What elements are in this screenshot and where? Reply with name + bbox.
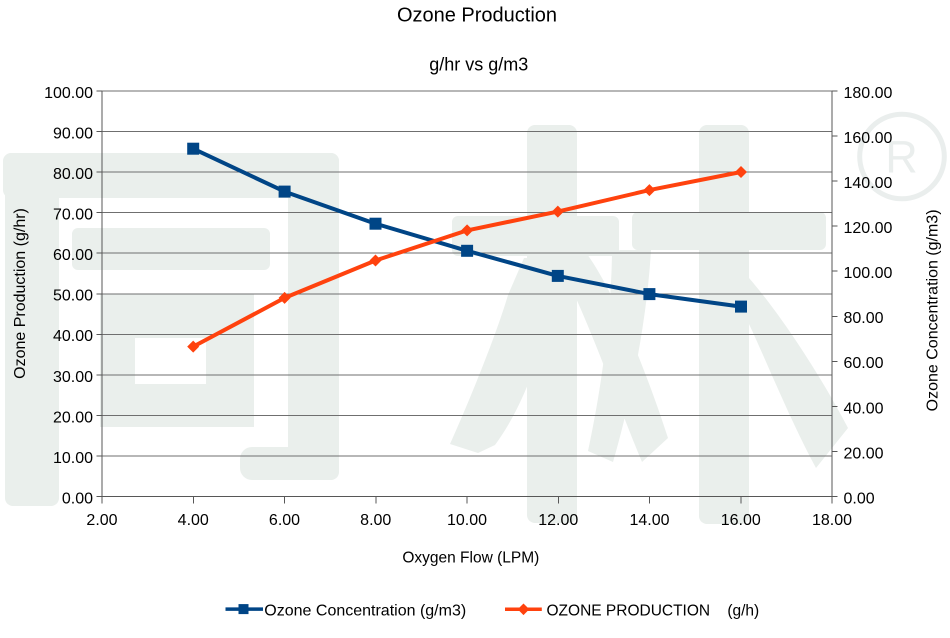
- svg-text:4.00: 4.00: [178, 512, 209, 529]
- svg-text:10.00: 10.00: [447, 512, 487, 529]
- svg-text:12.00: 12.00: [538, 512, 578, 529]
- svg-text:16.00: 16.00: [721, 512, 761, 529]
- svg-text:g/hr vs g/m3: g/hr vs g/m3: [429, 55, 528, 75]
- svg-text:Ozone Production: Ozone Production: [397, 4, 557, 26]
- svg-text:R: R: [885, 131, 918, 182]
- svg-text:80.00: 80.00: [53, 166, 93, 183]
- svg-text:160.00: 160.00: [844, 130, 893, 147]
- svg-text:70.00: 70.00: [53, 207, 93, 224]
- svg-text:30.00: 30.00: [53, 369, 93, 386]
- svg-text:140.00: 140.00: [844, 175, 893, 192]
- svg-text:60.00: 60.00: [844, 355, 884, 372]
- svg-text:OZONE PRODUCTION (g/h): OZONE PRODUCTION (g/h): [547, 602, 760, 619]
- svg-text:90.00: 90.00: [53, 125, 93, 142]
- svg-text:6.00: 6.00: [269, 512, 300, 529]
- svg-text:8.00: 8.00: [360, 512, 391, 529]
- svg-text:20.00: 20.00: [53, 409, 93, 426]
- svg-text:0.00: 0.00: [844, 490, 875, 507]
- svg-text:0.00: 0.00: [62, 490, 93, 507]
- svg-text:20.00: 20.00: [844, 445, 884, 462]
- svg-text:60.00: 60.00: [53, 247, 93, 264]
- svg-text:10.00: 10.00: [53, 450, 93, 467]
- svg-text:Ozone Concentration (g/m3): Ozone Concentration (g/m3): [264, 602, 466, 619]
- svg-text:Ozone Concentration (g/m3): Ozone Concentration (g/m3): [925, 209, 942, 411]
- svg-text:100.00: 100.00: [844, 265, 893, 282]
- svg-text:40.00: 40.00: [844, 400, 884, 417]
- svg-text:80.00: 80.00: [844, 310, 884, 327]
- svg-text:100.00: 100.00: [44, 85, 93, 102]
- svg-text:14.00: 14.00: [629, 512, 669, 529]
- svg-text:40.00: 40.00: [53, 328, 93, 345]
- svg-text:50.00: 50.00: [53, 288, 93, 305]
- svg-text:120.00: 120.00: [844, 220, 893, 237]
- svg-text:Oxygen Flow (LPM): Oxygen Flow (LPM): [402, 549, 539, 566]
- svg-text:Ozone Production (g/hr): Ozone Production (g/hr): [12, 208, 29, 379]
- svg-text:2.00: 2.00: [86, 512, 117, 529]
- svg-text:18.00: 18.00: [812, 512, 852, 529]
- svg-text:180.00: 180.00: [844, 85, 893, 102]
